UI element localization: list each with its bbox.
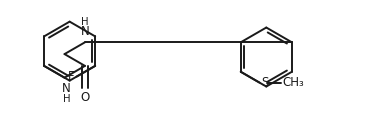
Text: F: F [68, 70, 74, 83]
Text: O: O [80, 91, 90, 104]
Text: CH₃: CH₃ [282, 76, 304, 89]
Text: N: N [62, 82, 71, 95]
Text: H: H [63, 94, 70, 104]
Text: H: H [81, 17, 89, 27]
Text: S: S [262, 76, 269, 89]
Text: N: N [81, 25, 89, 38]
